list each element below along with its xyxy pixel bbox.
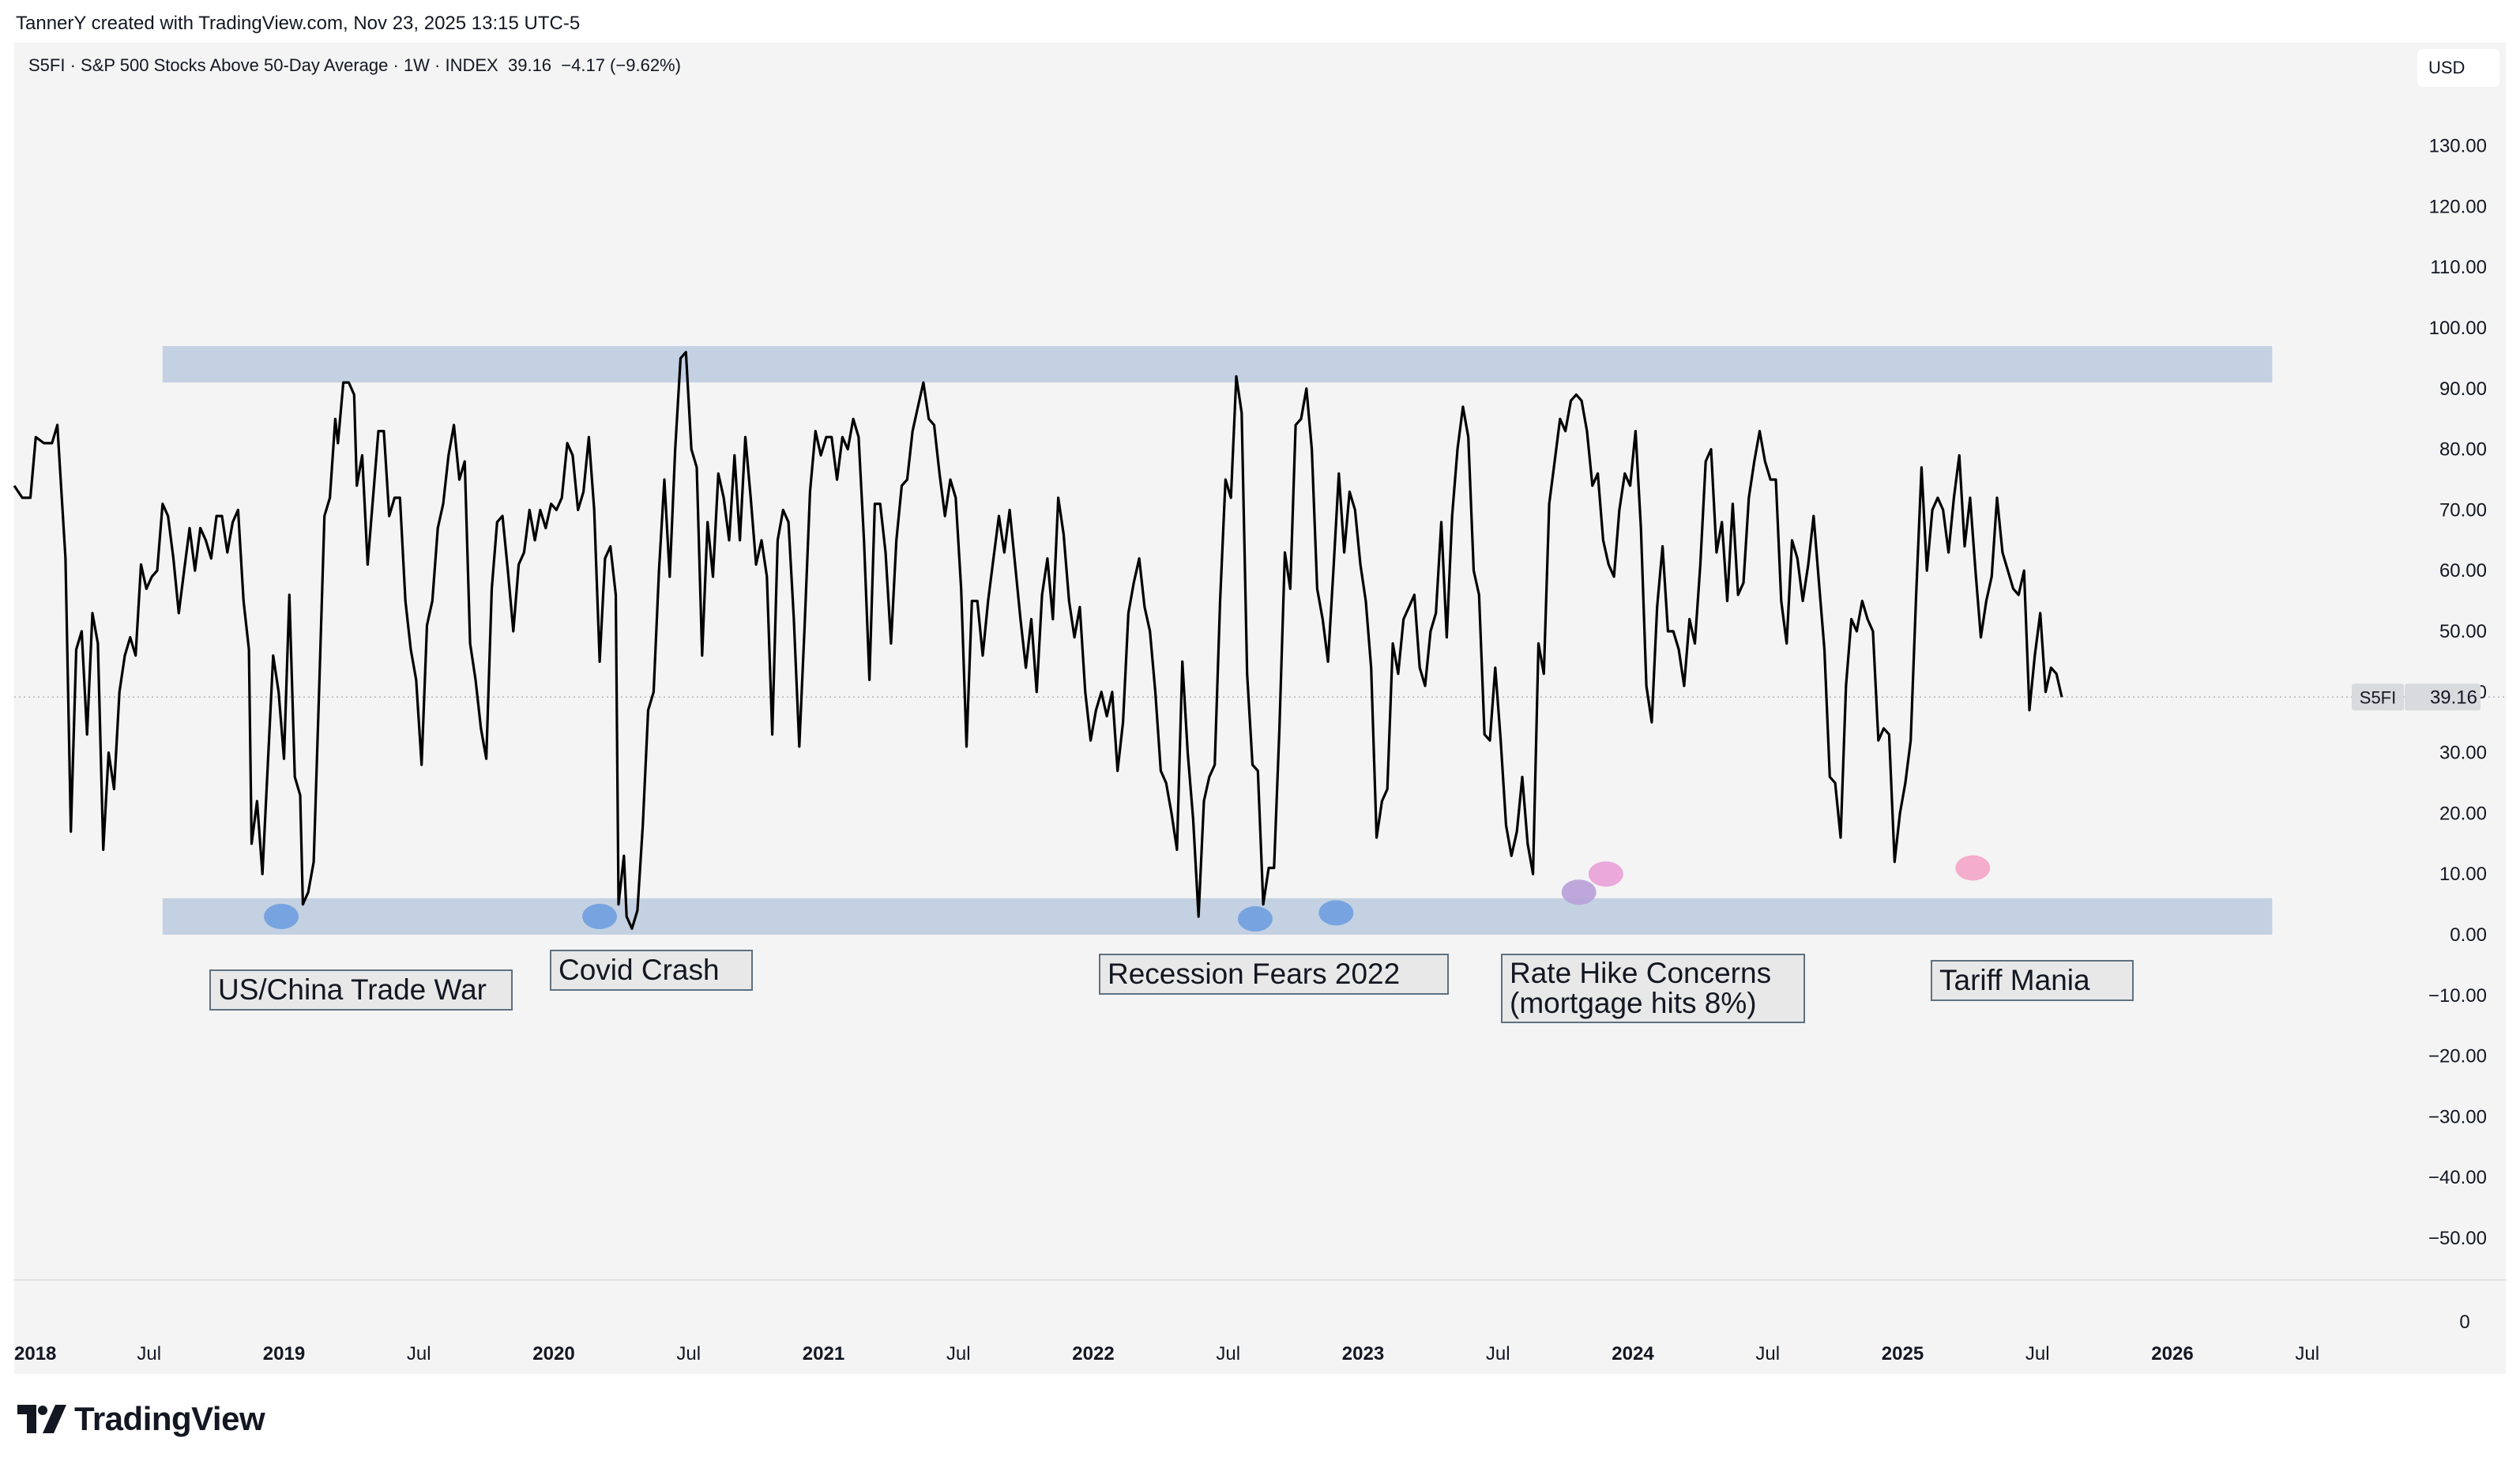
y-tick-label: −50.00	[2428, 1228, 2487, 1249]
annotation-covid-crash[interactable]: Covid Crash	[550, 950, 753, 991]
tradingview-brand: TradingView	[74, 1400, 265, 1437]
x-tick-label: Jul	[137, 1343, 161, 1364]
y-tick-label: 20.00	[2439, 803, 2487, 824]
legend-symbol: S5FI	[28, 55, 66, 75]
lower-band[interactable]	[162, 898, 2273, 935]
y-tick-label: −30.00	[2428, 1106, 2487, 1127]
legend-name: S&P 500 Stocks Above 50-Day Average	[81, 55, 389, 75]
annotation-recession-fears[interactable]: Recession Fears 2022	[1099, 954, 1449, 995]
annotation-tariff-mania[interactable]: Tariff Mania	[1931, 960, 2134, 1001]
y-tick-label: 80.00	[2439, 439, 2487, 461]
series-legend[interactable]: S5FI · S&P 500 Stocks Above 50-Day Avera…	[28, 55, 681, 75]
y-tick-label: 70.00	[2439, 499, 2487, 521]
series-line-s5fi[interactable]	[13, 351, 2063, 930]
x-tick-label: Jul	[1486, 1343, 1510, 1364]
y-axis-bottom-label: 0	[2459, 1312, 2469, 1333]
x-tick-label: 2026	[2151, 1343, 2193, 1364]
rate-hike-marker-2	[1588, 861, 1623, 887]
y-tick-label: −10.00	[2428, 985, 2487, 1007]
y-tick-label: 10.00	[2439, 864, 2487, 885]
x-tick-label: 2024	[1612, 1343, 1654, 1364]
y-tick-label: 60.00	[2439, 560, 2487, 582]
rate-hike-marker-1	[1561, 879, 1597, 905]
y-tick-label: 90.00	[2439, 378, 2487, 400]
x-tick-label: Jul	[946, 1343, 971, 1364]
x-tick-label: 2022	[1072, 1343, 1114, 1364]
x-tick-label: Jul	[676, 1343, 701, 1364]
y-tick-label: −40.00	[2428, 1167, 2487, 1188]
price-tag-value-bg	[2405, 683, 2481, 711]
legend-exchange: INDEX	[445, 55, 498, 75]
x-tick-label: Jul	[1755, 1343, 1780, 1364]
trade-war-low-marker	[264, 903, 299, 929]
legend-interval: 1W	[403, 55, 430, 75]
y-tick-label: −20.00	[2428, 1046, 2487, 1067]
y-tick-label: 30.00	[2439, 743, 2487, 764]
y-tick-label: 100.00	[2429, 318, 2487, 339]
chart-credit: TannerY created with TradingView.com, No…	[16, 13, 581, 34]
x-tick-label: 2020	[532, 1343, 574, 1364]
x-tick-label: Jul	[407, 1343, 431, 1364]
x-tick-label: 2021	[803, 1343, 844, 1364]
tariff-marker	[1955, 855, 1991, 881]
legend-last-value: 39.16	[507, 55, 552, 75]
x-tick-label: 2023	[1342, 1343, 1384, 1364]
tradingview-logo[interactable]: TradingView	[17, 1400, 265, 1438]
x-tick-label: 2018	[14, 1343, 56, 1364]
annotation-trade-war[interactable]: US/China Trade War	[209, 969, 513, 1011]
y-tick-label: 50.00	[2439, 621, 2487, 642]
x-tick-label: 2019	[263, 1343, 305, 1364]
legend-change: −4.17 (−9.62%)	[561, 55, 681, 75]
tradingview-logo-icon	[17, 1405, 66, 1433]
x-tick-label: Jul	[2295, 1343, 2319, 1364]
currency-button[interactable]: USD	[2417, 49, 2499, 87]
y-tick-label: 120.00	[2429, 196, 2487, 217]
price-tag-symbol: S5FI	[2360, 687, 2396, 707]
x-tick-label: Jul	[1216, 1343, 1240, 1364]
recession-low-marker-1	[1237, 906, 1273, 932]
x-tick-label: Jul	[2025, 1343, 2050, 1364]
chart-panel	[14, 43, 2506, 1374]
x-tick-label: 2025	[1882, 1343, 1924, 1364]
annotation-rate-hike[interactable]: Rate Hike Concerns (mortgage hits 8%)	[1501, 954, 1805, 1023]
price-tag-symbol-bg	[2352, 683, 2404, 711]
price-tag-value: 39.16	[2430, 687, 2477, 708]
y-tick-label: 130.00	[2429, 136, 2487, 157]
upper-band[interactable]	[162, 346, 2273, 383]
y-tick-label: 0.00	[2450, 924, 2487, 946]
recession-low-marker-2	[1318, 900, 1354, 926]
covid-low-marker	[582, 903, 618, 929]
y-tick-label: 110.00	[2430, 257, 2487, 278]
